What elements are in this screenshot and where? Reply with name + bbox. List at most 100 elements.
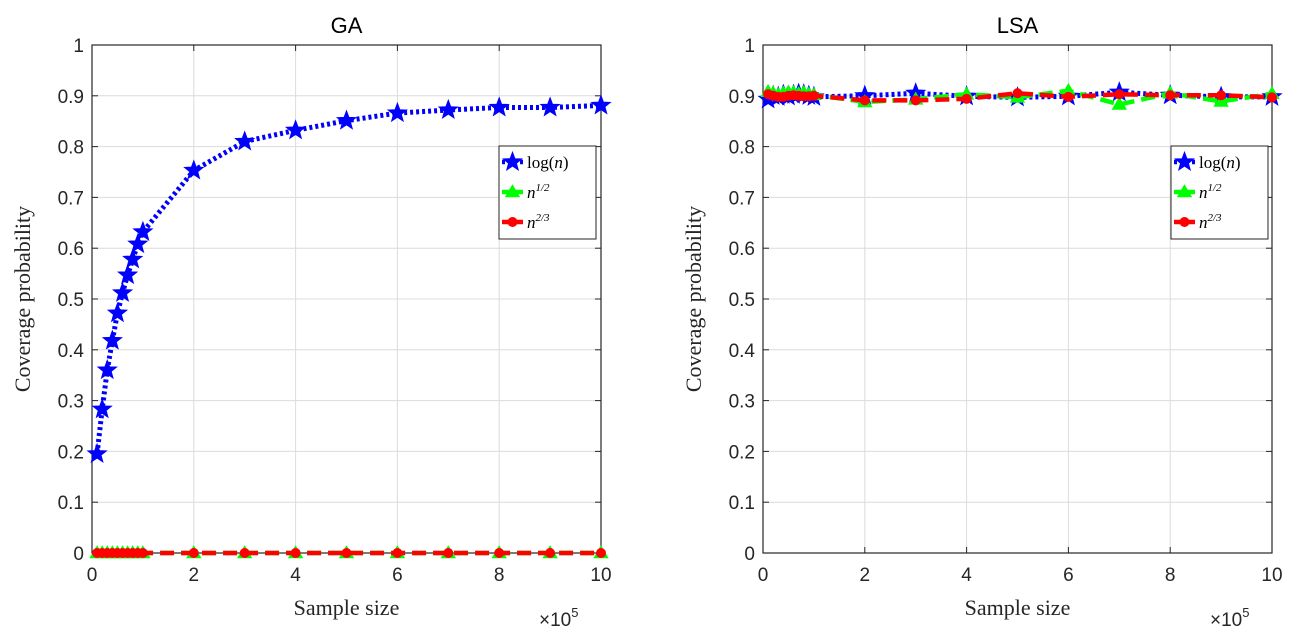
chart-panel-lsa: 00.10.20.30.40.50.60.70.80.910 2 4 6 8 10LSAS…: [681, 13, 1283, 630]
data-point: [1111, 96, 1127, 110]
y-tick-label: 0.2: [58, 442, 84, 463]
x-axis-multiplier: ×105: [539, 605, 578, 630]
data-point: [494, 548, 505, 558]
legend-label: n2/3: [1199, 212, 1222, 232]
y-tick-label: 0.8: [729, 138, 755, 159]
y-axis-label: Coverage probability: [10, 206, 35, 392]
data-point: [1114, 89, 1125, 100]
x-axis-multiplier: ×105: [1210, 605, 1249, 630]
legend-label: log(n): [527, 153, 569, 172]
x-axis-label: Sample size: [965, 595, 1071, 620]
chart-title: LSA: [997, 13, 1039, 38]
y-tick-label: 0.8: [58, 138, 84, 159]
data-point: [106, 302, 129, 323]
x-tick-label: 10: [590, 565, 611, 586]
y-tick-label: 0.1: [58, 493, 84, 514]
data-point: [545, 548, 556, 558]
data-point: [1216, 90, 1227, 101]
data-point: [539, 96, 561, 117]
y-tick-label: 0.7: [729, 188, 755, 209]
data-point: [443, 548, 454, 558]
data-point: [808, 90, 819, 101]
data-point: [437, 98, 459, 120]
data-point: [111, 281, 134, 302]
data-point: [1213, 93, 1229, 107]
data-point: [859, 95, 870, 106]
data-point: [1165, 90, 1176, 101]
data-point: [96, 358, 118, 380]
legend-label: n1/2: [1199, 182, 1222, 202]
data-point: [91, 398, 113, 419]
y-tick-label: 0.3: [58, 392, 84, 413]
data-point: [590, 94, 612, 115]
legend-marker: [1176, 184, 1193, 198]
data-point: [86, 442, 108, 463]
y-tick-label: 1: [73, 36, 84, 57]
legend-label: n2/3: [527, 212, 550, 232]
y-tick-label: 0.9: [58, 87, 84, 108]
legend-marker: [507, 217, 518, 227]
data-point: [117, 263, 139, 285]
data-point: [392, 548, 403, 558]
legend-marker: [1173, 150, 1196, 172]
data-point: [290, 548, 301, 558]
x-tick-label: 10: [1261, 565, 1282, 586]
y-tick-label: 0.7: [58, 188, 84, 209]
y-tick-label: 0.4: [729, 341, 756, 362]
legend: log(n) n1/2 n2/3: [1170, 145, 1269, 240]
x-tick-label: 4: [961, 565, 972, 586]
x-tick-label: 6: [1063, 565, 1074, 586]
data-point: [127, 232, 149, 254]
data-point: [183, 159, 205, 180]
data-point: [137, 548, 148, 558]
x-tick-label: 6: [392, 565, 403, 586]
x-tick-label: 8: [1165, 565, 1176, 586]
data-point: [910, 95, 921, 106]
chart-panel-ga: 00.10.20.30.40.50.60.70.80.910 2 4 6 8 10GASa…: [10, 13, 612, 630]
series-log-n: [86, 94, 612, 463]
y-tick-label: 0.9: [729, 87, 755, 108]
data-point: [961, 93, 972, 104]
legend-marker: [1179, 217, 1190, 227]
x-tick-label: 2: [189, 565, 200, 586]
y-tick-label: 0.6: [729, 239, 755, 260]
series-n-two-thirds: [763, 88, 1277, 106]
legend-marker: [504, 184, 521, 198]
y-tick-label: 0: [73, 544, 84, 565]
data-point: [132, 220, 154, 241]
data-point: [1267, 92, 1277, 103]
data-point: [386, 101, 408, 123]
y-tick-label: 0.5: [58, 290, 84, 311]
series-n-two-thirds: [92, 548, 606, 558]
data-point: [122, 248, 144, 269]
x-tick-label: 2: [860, 565, 871, 586]
x-tick-label: 8: [494, 565, 505, 586]
y-tick-label: 0.4: [58, 341, 85, 362]
data-point: [596, 548, 606, 558]
data-point: [1012, 88, 1023, 99]
data-point: [239, 548, 250, 558]
y-tick-label: 0.5: [729, 290, 755, 311]
data-point: [1063, 91, 1074, 102]
chart-title: GA: [331, 13, 363, 38]
y-tick-label: 0: [744, 544, 755, 565]
y-tick-label: 0.3: [729, 392, 755, 413]
legend-label: log(n): [1199, 153, 1241, 172]
data-point: [285, 119, 307, 140]
data-point: [101, 329, 123, 350]
x-tick-label: 0: [758, 565, 769, 586]
data-point: [488, 96, 510, 117]
y-tick-label: 0.6: [58, 239, 84, 260]
x-axis-label: Sample size: [294, 595, 400, 620]
y-tick-label: 1: [744, 36, 755, 57]
x-tick-label: 0: [87, 565, 98, 586]
x-tick-label: 4: [290, 565, 301, 586]
data-point: [234, 130, 256, 151]
data-point: [341, 548, 352, 558]
legend-label: n1/2: [527, 182, 550, 202]
data-point: [335, 109, 358, 130]
y-tick-label: 0.2: [729, 442, 755, 463]
y-tick-label: 0.1: [729, 493, 755, 514]
legend-marker: [501, 150, 524, 172]
